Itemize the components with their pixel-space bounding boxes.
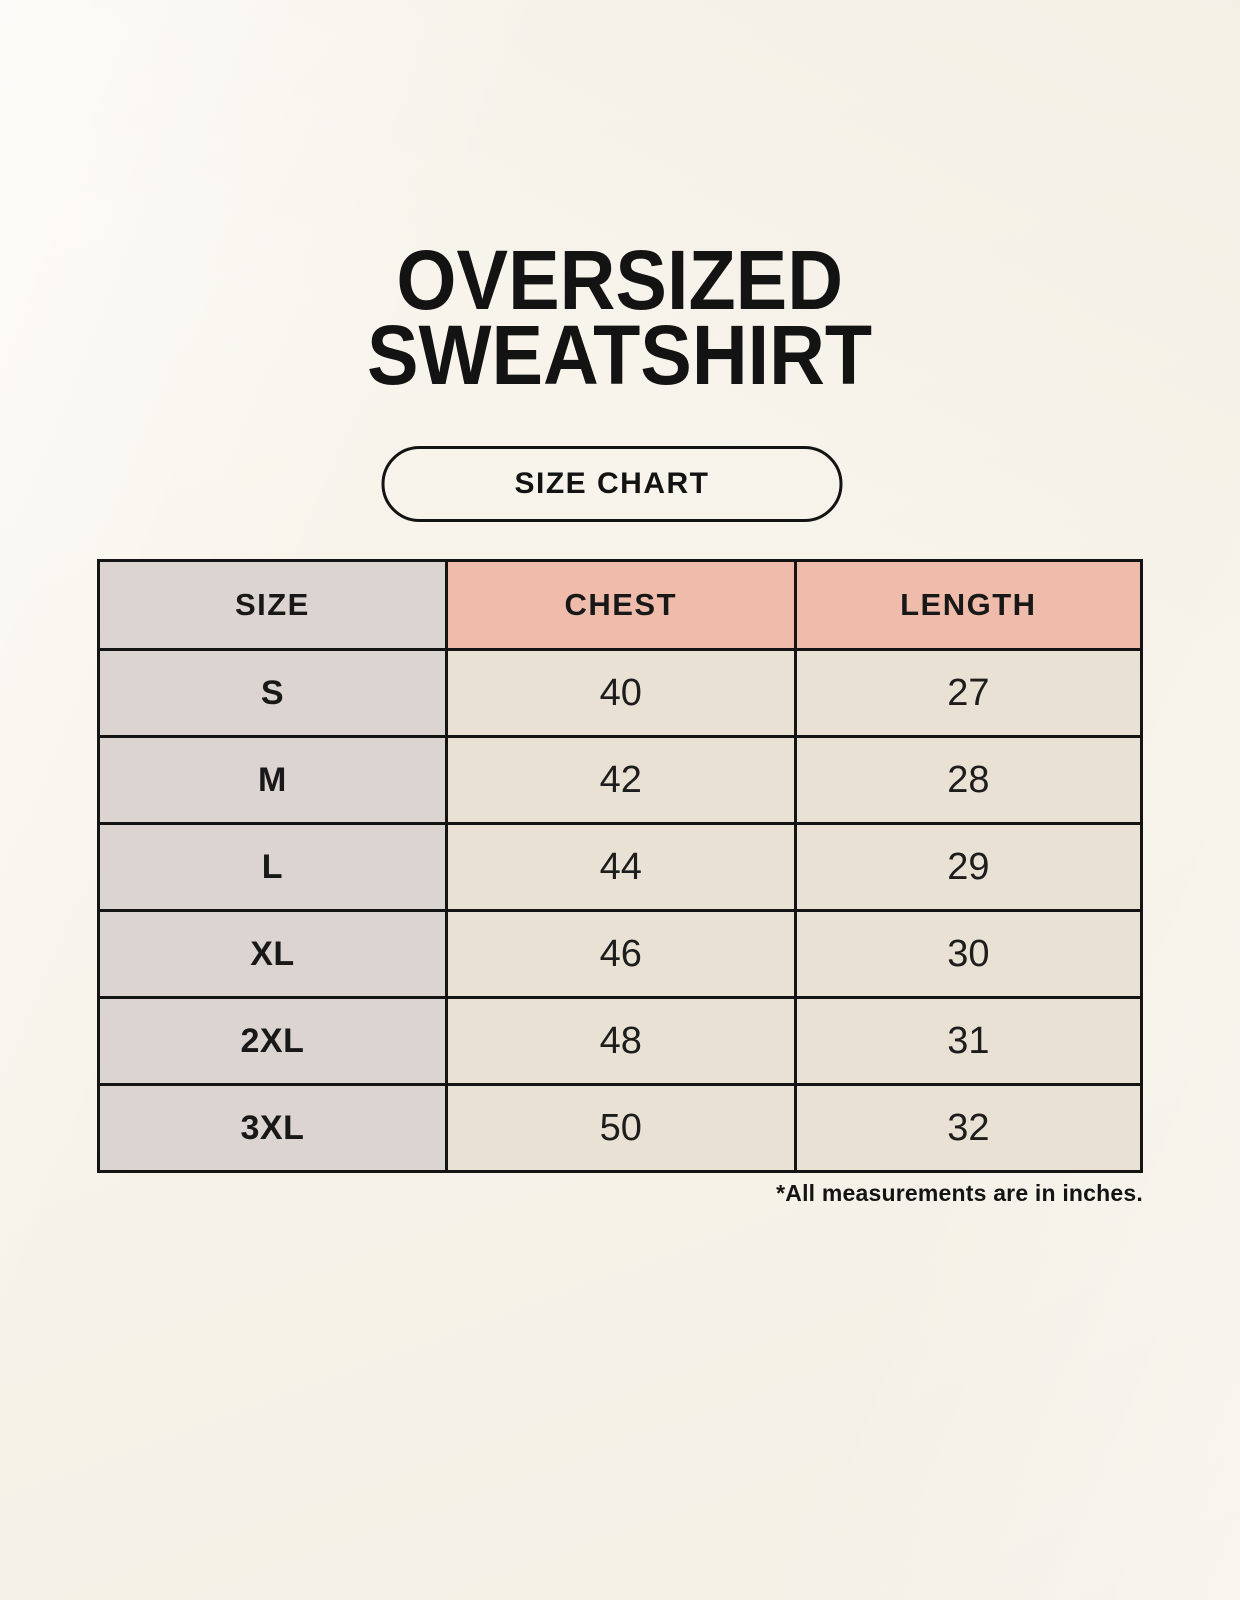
measurements-footnote: *All measurements are in inches. <box>776 1180 1143 1206</box>
length-value-cell: 29 <box>793 822 1144 912</box>
table-row-l: L 44 29 <box>97 822 1144 912</box>
table-row-m: M 42 28 <box>97 735 1144 825</box>
chest-value-cell: 46 <box>444 909 797 999</box>
header-cell-chest: CHEST <box>444 559 797 651</box>
size-label-cell: S <box>97 648 448 738</box>
length-value-cell: 27 <box>793 648 1144 738</box>
header-cell-size: SIZE <box>97 559 448 651</box>
length-value-cell: 30 <box>793 909 1144 999</box>
chest-value-cell: 50 <box>444 1083 797 1173</box>
size-label-cell: 3XL <box>97 1083 448 1173</box>
size-label-cell: XL <box>97 909 448 999</box>
chest-value-cell: 42 <box>444 735 797 825</box>
table-row-2xl: 2XL 48 31 <box>97 996 1144 1086</box>
chest-value-cell: 44 <box>444 822 797 912</box>
size-label-cell: L <box>97 822 448 912</box>
page-title-line-2: SWEATSHIRT <box>367 308 873 402</box>
chest-value-cell: 48 <box>444 996 797 1086</box>
size-chart-table: SIZE CHEST LENGTH S 40 27 M 42 28 L 44 2… <box>97 559 1144 1173</box>
size-chart-badge-label: SIZE CHART <box>514 467 710 500</box>
table-header-row: SIZE CHEST LENGTH <box>97 559 1144 651</box>
size-label-cell: 2XL <box>97 996 448 1086</box>
page-title: OVERSIZED SWEATSHIRT <box>0 233 1240 402</box>
table-row-3xl: 3XL 50 32 <box>97 1083 1144 1173</box>
chest-value-cell: 40 <box>444 648 797 738</box>
length-value-cell: 28 <box>793 735 1144 825</box>
size-chart-badge: SIZE CHART <box>381 446 843 522</box>
table-row-xl: XL 46 30 <box>97 909 1144 999</box>
size-label-cell: M <box>97 735 448 825</box>
table-row-s: S 40 27 <box>97 648 1144 738</box>
length-value-cell: 31 <box>793 996 1144 1086</box>
length-value-cell: 32 <box>793 1083 1144 1173</box>
page-title-line-1: OVERSIZED <box>396 233 844 327</box>
header-cell-length: LENGTH <box>793 559 1144 651</box>
